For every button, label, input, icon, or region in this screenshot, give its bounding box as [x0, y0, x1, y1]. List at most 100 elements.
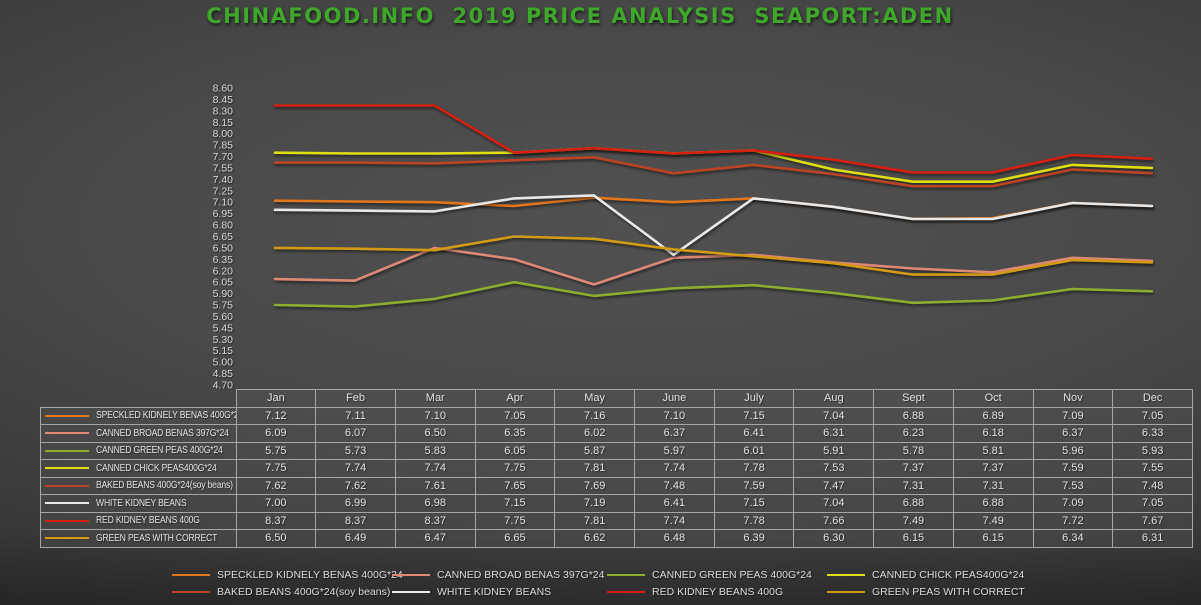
- series-swatch: [45, 519, 89, 522]
- price-cell: 6.49: [315, 529, 396, 548]
- month-header: Jan: [235, 389, 317, 408]
- series-swatch: [45, 537, 89, 540]
- price-cell: 5.81: [952, 441, 1034, 460]
- price-cell: 7.19: [554, 494, 636, 513]
- series-label-cell: CANNED BROAD BENAS 397G*24: [40, 424, 237, 443]
- price-cell: 7.74: [634, 459, 715, 478]
- price-cell: 6.37: [634, 424, 715, 443]
- price-table: Jan Feb Mar Apr May June July Aug Sept Oct Nov Dec S…: [40, 389, 1193, 548]
- price-cell: 6.15: [873, 529, 954, 548]
- chart-line-green-peas-with-correct: [273, 235, 1154, 276]
- table-row-baked-beans-400g-24-soy-beans: BAKED BEANS 400G*24(soy beans) 7.62 7.62 7.…: [40, 476, 1193, 495]
- price-cell: 7.65: [474, 476, 556, 495]
- month-header: June: [634, 389, 715, 408]
- price-cell: 6.30: [793, 529, 875, 548]
- legend-item-canned-chick-peas400g-24: CANNED CHICK PEAS400G*24: [827, 569, 1024, 581]
- price-cell: 7.31: [873, 476, 954, 495]
- legend-item-red-kidney-beans-400g: RED KIDNEY BEANS 400G: [607, 586, 783, 598]
- table-row-white-kidney-beans: WHITE KIDNEY BEANS 7.00 6.99 6.98 7.15 7.19 6.…: [40, 494, 1193, 513]
- series-label-cell: CANNED CHICK PEAS400G*24: [40, 459, 237, 478]
- series-label: WHITE KIDNEY BEANS: [96, 497, 187, 509]
- price-cell: 5.78: [873, 441, 954, 460]
- chart-line-canned-broad-benas-397g-24: [273, 246, 1154, 286]
- legend-swatch: [172, 591, 210, 593]
- price-cell: 6.88: [952, 494, 1034, 513]
- table-row-green-peas-with-correct: GREEN PEAS WITH CORRECT 6.50 6.49 6.47 6.65 6…: [40, 529, 1193, 548]
- price-cell: 5.97: [634, 441, 715, 460]
- legend-swatch: [607, 591, 645, 593]
- month-header: Feb: [315, 389, 396, 408]
- legend-label: GREEN PEAS WITH CORRECT: [872, 586, 1025, 598]
- price-cell: 5.75: [235, 441, 317, 460]
- price-cell: 7.11: [315, 406, 396, 425]
- price-cell: 5.93: [1112, 441, 1193, 460]
- series-label: SPECKLED KIDNELY BENAS 400G*24: [96, 410, 236, 422]
- legend-swatch: [827, 574, 865, 576]
- price-cell: 7.49: [873, 511, 954, 530]
- price-cell: 7.74: [394, 459, 476, 478]
- series-label-cell: CANNED GREEN PEAS 400G*24: [40, 441, 237, 460]
- price-cell: 7.78: [713, 511, 795, 530]
- month-header: May: [554, 389, 636, 408]
- legend-item-baked-beans-400g-24-soy-beans: BAKED BEANS 400G*24(soy beans): [172, 586, 390, 598]
- y-axis-tick: 5.90: [213, 288, 234, 300]
- price-cell: 7.16: [554, 406, 636, 425]
- price-cell: 7.04: [793, 494, 875, 513]
- price-cell: 6.62: [554, 529, 636, 548]
- series-label: RED KIDNEY BEANS 400G: [96, 515, 200, 527]
- price-cell: 7.66: [793, 511, 875, 530]
- y-axis-tick: 6.80: [213, 220, 234, 232]
- y-axis-tick: 6.65: [213, 231, 234, 243]
- price-cell: 6.50: [235, 529, 317, 548]
- chart-line-canned-green-peas-400g-24: [273, 280, 1154, 308]
- series-label: CANNED CHICK PEAS400G*24: [96, 462, 217, 474]
- month-header: Apr: [474, 389, 556, 408]
- price-cell: 7.59: [713, 476, 795, 495]
- price-cell: 6.09: [235, 424, 317, 443]
- price-cell: 6.39: [713, 529, 795, 548]
- chart-line-red-kidney-beans-400g: [273, 104, 1154, 174]
- price-cell: 7.48: [1112, 476, 1193, 495]
- legend-label: RED KIDNEY BEANS 400G: [652, 586, 784, 598]
- price-cell: 7.53: [1032, 476, 1114, 495]
- legend-swatch: [392, 574, 430, 576]
- price-cell: 5.73: [315, 441, 396, 460]
- month-header: July: [713, 389, 795, 408]
- series-label: CANNED GREEN PEAS 400G*24: [96, 445, 223, 457]
- price-cell: 7.05: [1112, 494, 1193, 513]
- price-cell: 7.67: [1112, 511, 1193, 530]
- legend-label: BAKED BEANS 400G*24(soy beans): [217, 586, 391, 598]
- price-cell: 6.88: [873, 494, 954, 513]
- price-cell: 6.31: [1112, 529, 1193, 548]
- table-row-canned-broad-benas-397g-24: CANNED BROAD BENAS 397G*24 6.09 6.07 6.50 6.…: [40, 424, 1193, 443]
- price-cell: 7.75: [474, 511, 556, 530]
- price-cell: 7.37: [873, 459, 954, 478]
- price-cell: 7.05: [474, 406, 556, 425]
- price-cell: 5.91: [793, 441, 875, 460]
- price-cell: 6.05: [474, 441, 556, 460]
- price-cell: 6.18: [952, 424, 1034, 443]
- y-axis-tick: 4.85: [213, 368, 234, 380]
- price-cell: 7.81: [554, 511, 636, 530]
- y-axis-tick: 7.70: [213, 151, 234, 163]
- price-cell: 7.00: [235, 494, 317, 513]
- legend-item-white-kidney-beans: WHITE KIDNEY BEANS: [392, 586, 551, 598]
- series-label: GREEN PEAS WITH CORRECT: [96, 532, 218, 544]
- price-cell: 6.65: [474, 529, 556, 548]
- legend-swatch: [607, 574, 645, 576]
- legend-item-green-peas-with-correct: GREEN PEAS WITH CORRECT: [827, 586, 1025, 598]
- chart-line-speckled-kidnely-benas-400g-24: [273, 196, 1154, 221]
- price-cell: 7.09: [1032, 494, 1114, 513]
- legend-label: SPECKLED KIDNELY BENAS 400G*24: [217, 569, 403, 581]
- price-cell: 6.31: [793, 424, 875, 443]
- price-cell: 7.74: [634, 511, 715, 530]
- price-cell: 7.12: [235, 406, 317, 425]
- price-cell: 6.99: [315, 494, 396, 513]
- table-row-canned-chick-peas400g-24: CANNED CHICK PEAS400G*24 7.75 7.74 7.74 7.75…: [40, 459, 1193, 478]
- price-cell: 6.47: [394, 529, 476, 548]
- y-axis-tick: 5.75: [213, 300, 234, 312]
- price-cell: 6.33: [1112, 424, 1193, 443]
- price-cell: 8.37: [394, 511, 476, 530]
- y-axis-tick: 7.25: [213, 185, 234, 197]
